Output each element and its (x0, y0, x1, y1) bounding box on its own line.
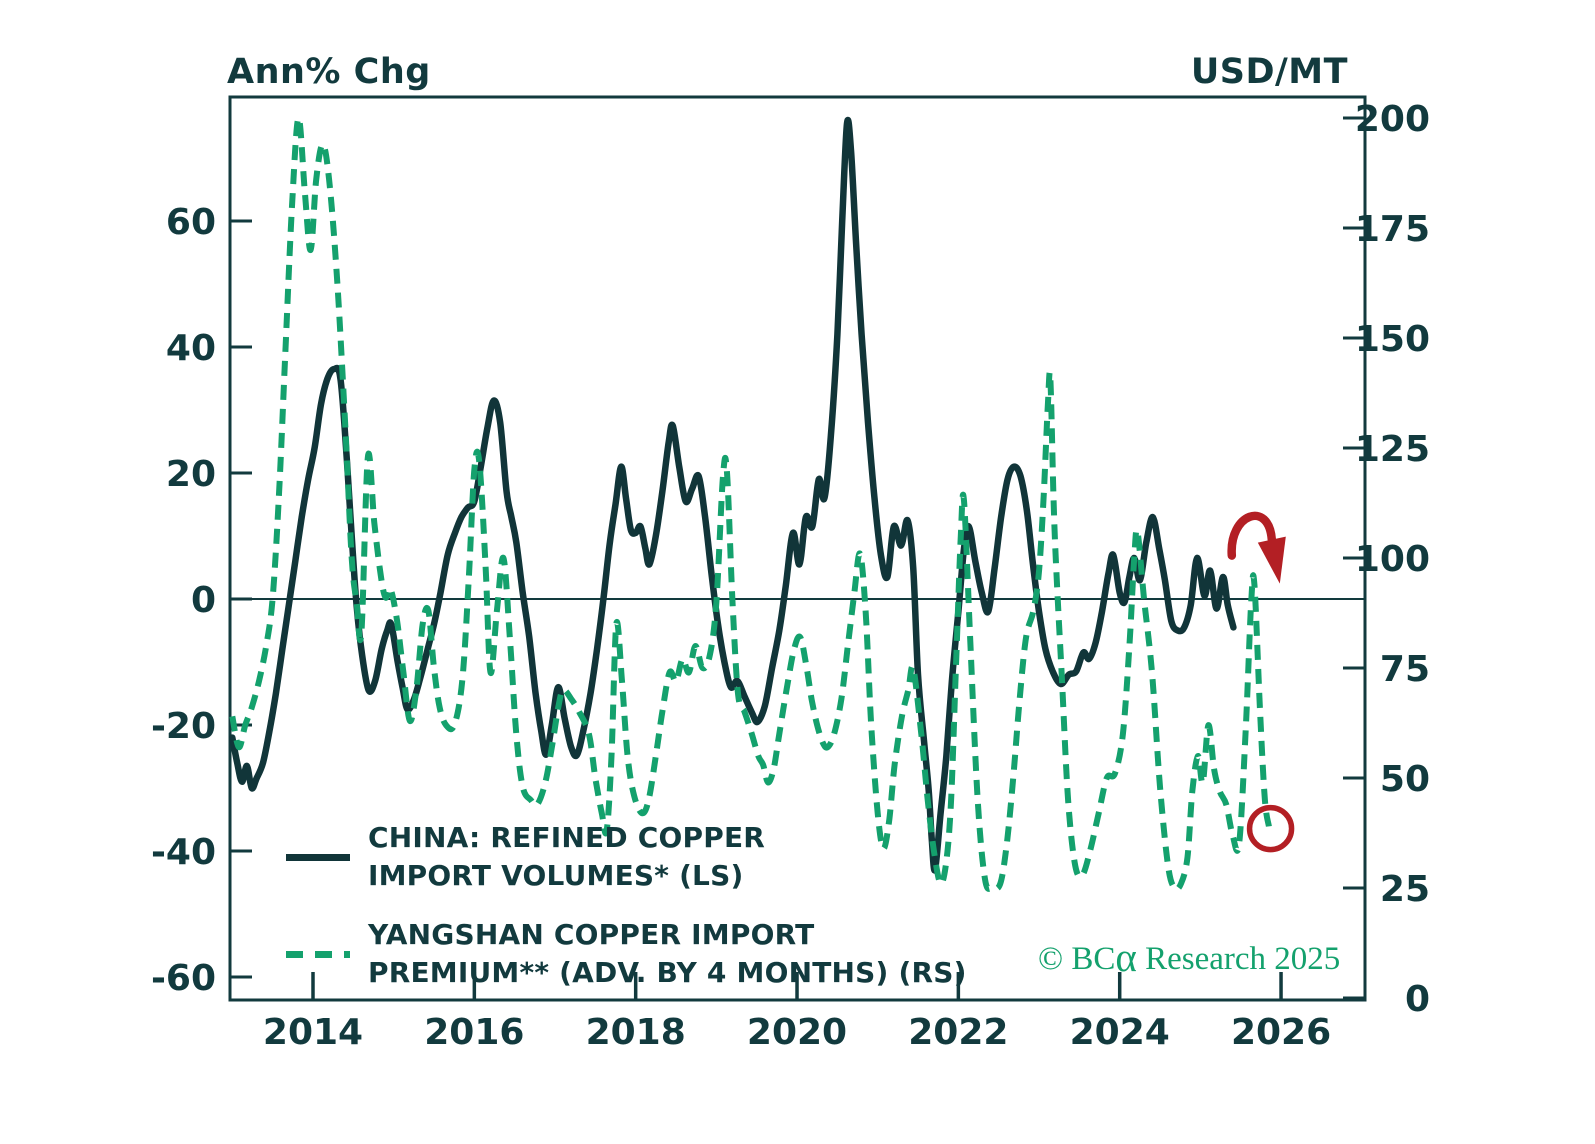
premium-legend-line2: PREMIUM** (ADV. BY 4 MONTHS) (RS) (368, 956, 967, 989)
series-path-volumes (229, 116, 1237, 874)
right-axis-tick-label: 175 (1355, 209, 1430, 250)
x-axis-year-label: 2018 (586, 1012, 686, 1053)
right-axis-tick-label: 75 (1380, 649, 1430, 690)
right-axis-tick-label: 25 (1380, 869, 1430, 910)
volumes-legend-line1: CHINA: REFINED COPPER (368, 821, 766, 854)
left-axis-tick-label: 0 (191, 580, 216, 621)
volumes-legend-line2: IMPORT VOLUMES* (LS) (368, 859, 744, 892)
right-axis-tick-label: 125 (1355, 429, 1430, 470)
right-axis-tick-label: 200 (1355, 99, 1430, 140)
right-axis-tick-label: 150 (1355, 319, 1430, 360)
legend-row-volumes: CHINA: REFINED COPPER IMPORT VOLUMES* (L… (286, 816, 765, 898)
copyright: © BCα Research 2025 (1038, 937, 1341, 978)
x-axis-year-label: 2026 (1231, 1012, 1331, 1053)
right-axis-title: USD/MT (1190, 52, 1348, 92)
premium-legend-line1: YANGSHAN COPPER IMPORT (368, 918, 815, 951)
highlight-circle-annotation (1246, 804, 1295, 853)
right-axis-tick-label: 50 (1380, 759, 1430, 800)
x-axis-year-label: 2014 (263, 1012, 363, 1053)
volumes-line-swatch (286, 853, 350, 861)
left-axis-tick-label: 40 (166, 328, 216, 369)
left-axis-tick-label: 60 (166, 202, 216, 243)
right-axis-tick-label: 100 (1355, 539, 1430, 580)
volumes-legend-label: CHINA: REFINED COPPER IMPORT VOLUMES* (L… (368, 819, 765, 895)
left-axis-tick-label: -20 (151, 706, 216, 747)
copyright-prefix: © BC (1038, 941, 1116, 977)
left-axis-tick-label: -40 (151, 832, 216, 873)
x-axis-year-label: 2016 (424, 1012, 524, 1053)
series-path-premium (229, 114, 1272, 893)
left-axis-tick-label: 20 (166, 454, 216, 495)
premium-line-swatch (286, 950, 350, 958)
x-axis-year-label: 2022 (908, 1012, 1008, 1053)
x-axis-year-label: 2024 (1070, 1012, 1170, 1053)
rollover-arrowhead (1257, 536, 1286, 584)
premium-legend-label: YANGSHAN COPPER IMPORT PREMIUM** (ADV. B… (368, 916, 967, 992)
left-axis-title: Ann% Chg (227, 52, 431, 92)
x-axis-year-label: 2020 (747, 1012, 847, 1053)
right-axis-tick-label: 0 (1405, 979, 1430, 1020)
copyright-alpha: α (1115, 934, 1137, 980)
left-axis-tick-label: -60 (151, 958, 216, 999)
rollover-arrow-annotation (1227, 511, 1277, 560)
copyright-suffix: Research 2025 (1136, 941, 1341, 977)
legend-row-premium: YANGSHAN COPPER IMPORT PREMIUM** (ADV. B… (286, 912, 967, 996)
